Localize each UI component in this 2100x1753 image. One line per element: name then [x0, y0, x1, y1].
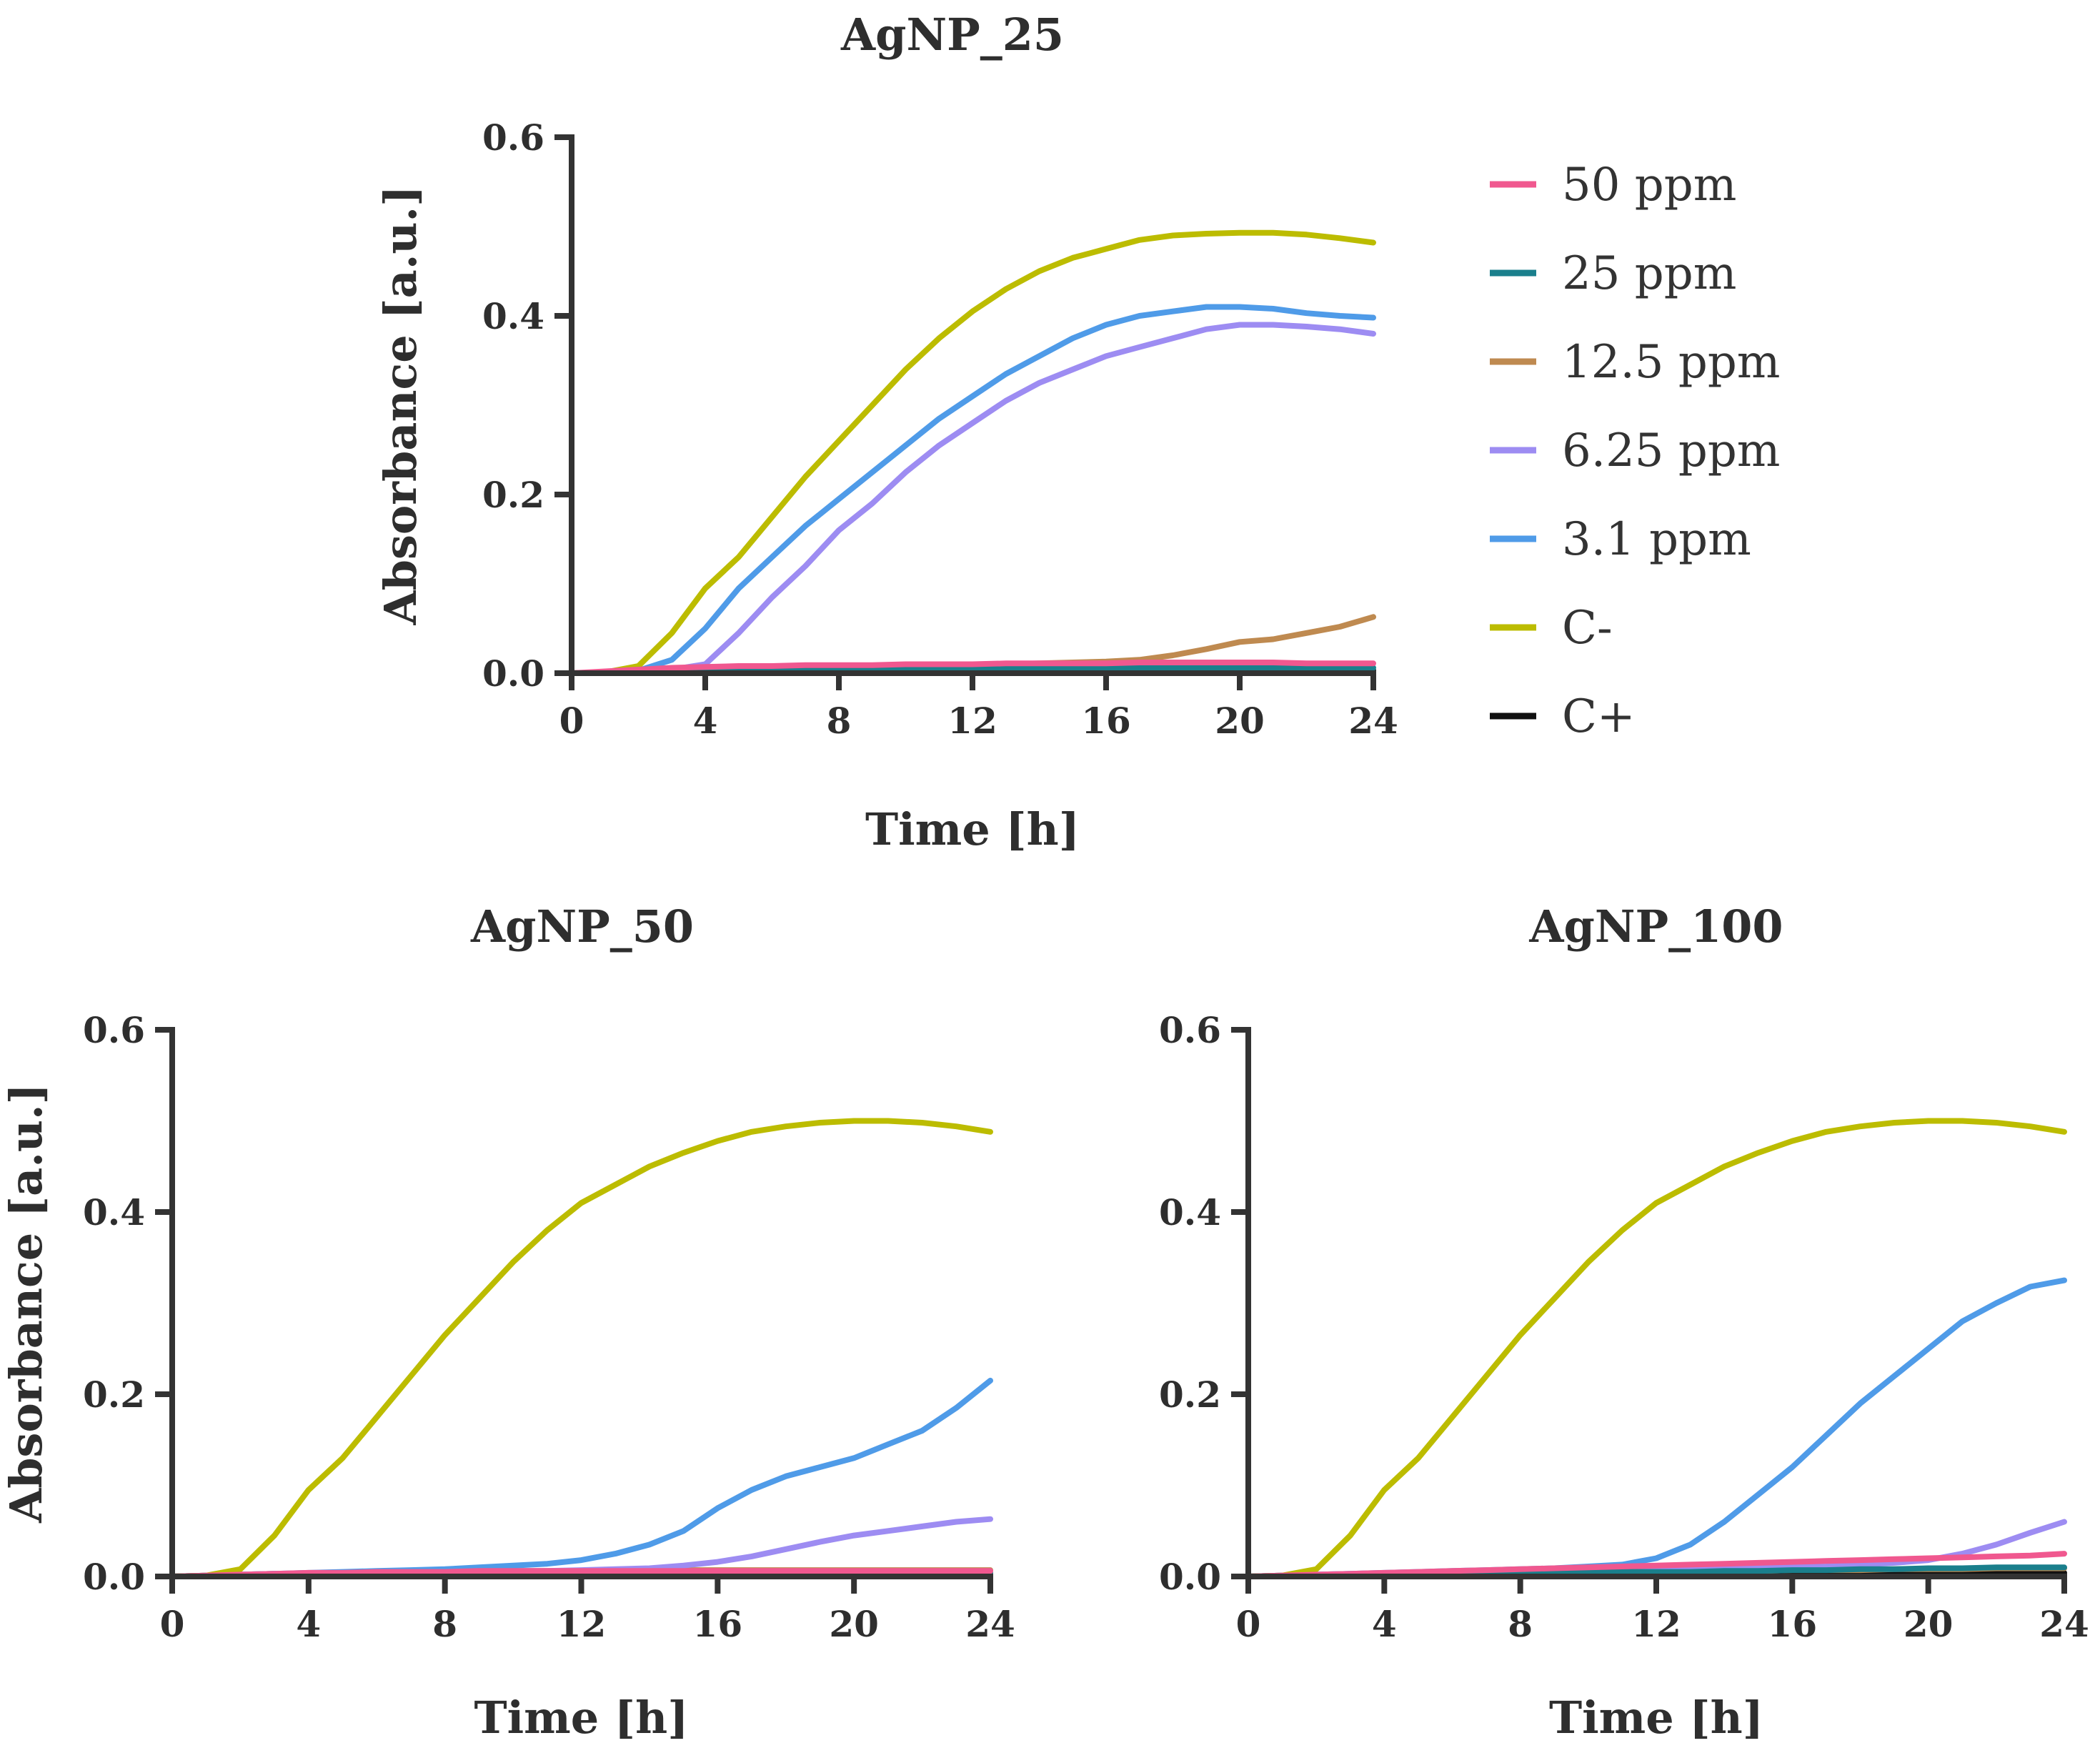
- y-tick-label: 0.6: [83, 1009, 145, 1051]
- y-tick-label: 0.0: [83, 1556, 145, 1598]
- x-axis-label: Time [h]: [474, 1692, 688, 1744]
- chart-agnp-100: AgNP_100 0 4 8 12 16 20 24 0.0 0.2 0.4 0.6 Time [h]: [1159, 900, 2089, 1744]
- legend-item-c: C-: [1490, 602, 1613, 655]
- chart-title: AgNP_100: [1528, 900, 1783, 953]
- legend: 50 ppm 25 ppm 12.5 ppm 6.25 ppm 3.1 ppm C- C+: [1490, 159, 1780, 743]
- y-tick-label: 0.2: [482, 474, 544, 516]
- series-line-c: [569, 229, 1376, 676]
- x-tick-label: 0: [160, 1603, 185, 1645]
- legend-label: C-: [1562, 602, 1613, 655]
- x-tick-label: 12: [1631, 1603, 1681, 1645]
- x-tick-label: 4: [1372, 1603, 1397, 1645]
- x-tick-label: 8: [827, 700, 852, 742]
- x-tick-label: 16: [693, 1603, 743, 1645]
- legend-label: 3.1 ppm: [1562, 513, 1751, 566]
- y-tick-label: 0.6: [1159, 1009, 1221, 1051]
- legend-label: 25 ppm: [1562, 247, 1736, 300]
- x-tick-label: 24: [2039, 1603, 2089, 1645]
- x-tick-label: 16: [1081, 700, 1131, 742]
- x-tick-label: 12: [557, 1603, 607, 1645]
- legend-label: 12.5 ppm: [1562, 336, 1780, 389]
- y-tick-label: 0.0: [1159, 1556, 1221, 1598]
- y-tick-label: 0.2: [1159, 1374, 1221, 1416]
- y-tick-label: 0.4: [83, 1191, 145, 1233]
- y-axis-label: Absorbance [a.u.]: [0, 1083, 52, 1524]
- x-tick-label: 12: [947, 700, 997, 742]
- x-tick-label: 0: [559, 700, 584, 742]
- x-tick-label: 20: [1904, 1603, 1954, 1645]
- legend-item-3-1-ppm: 3.1 ppm: [1490, 513, 1751, 566]
- x-tick-label: 20: [1215, 700, 1265, 742]
- legend-item-12-5-ppm: 12.5 ppm: [1490, 336, 1780, 389]
- y-tick-label: 0.0: [482, 652, 544, 695]
- series-line-3-1-ppm: [169, 1377, 993, 1579]
- legend-item-50-ppm: 50 ppm: [1490, 159, 1736, 212]
- y-tick-label: 0.2: [83, 1374, 145, 1416]
- x-tick-label: 24: [965, 1603, 1015, 1645]
- series-line-6-25-ppm: [569, 322, 1376, 676]
- legend-label: 6.25 ppm: [1562, 424, 1780, 477]
- x-tick-label: 4: [693, 700, 718, 742]
- x-tick-label: 16: [1768, 1603, 1818, 1645]
- x-tick-label: 0: [1236, 1603, 1261, 1645]
- legend-label: 50 ppm: [1562, 159, 1736, 212]
- y-tick-label: 0.4: [482, 295, 544, 337]
- x-tick-label: 8: [432, 1603, 457, 1645]
- legend-item-c: C+: [1490, 690, 1636, 743]
- y-axis-label: Absorbance [a.u.]: [374, 186, 427, 626]
- series-line-50-ppm: [169, 1568, 993, 1579]
- x-tick-label: 4: [296, 1603, 321, 1645]
- series-line-c: [1245, 1118, 2067, 1579]
- legend-label: C+: [1562, 690, 1636, 743]
- chart-title: AgNP_50: [470, 900, 694, 953]
- series-line-50-ppm: [1245, 1551, 2067, 1579]
- series-line-50-ppm: [569, 660, 1376, 676]
- series-line-c: [169, 1118, 993, 1579]
- x-axis-label: Time [h]: [1549, 1692, 1763, 1744]
- legend-item-6-25-ppm: 6.25 ppm: [1490, 424, 1780, 477]
- y-tick-label: 0.6: [482, 116, 544, 159]
- y-tick-label: 0.4: [1159, 1191, 1221, 1233]
- x-axis-label: Time [h]: [865, 803, 1080, 855]
- x-tick-label: 8: [1508, 1603, 1533, 1645]
- x-tick-label: 24: [1348, 700, 1398, 742]
- chart-title: AgNP_25: [840, 9, 1064, 61]
- series-line-3-1-ppm: [1245, 1277, 2067, 1579]
- legend-item-25-ppm: 25 ppm: [1490, 247, 1736, 300]
- series-line-3-1-ppm: [569, 304, 1376, 676]
- chart-agnp-25: AgNP_25 0 4 8 12 16 20 24 0.0 0.2 0.4 0.6 Time [h] Ab…: [374, 9, 1398, 855]
- chart-agnp-50: AgNP_50 0 4 8 12 16 20 24 0.0 0.2 0.4 0.6 Time [h] Ab…: [0, 900, 1015, 1744]
- x-tick-label: 20: [829, 1603, 879, 1645]
